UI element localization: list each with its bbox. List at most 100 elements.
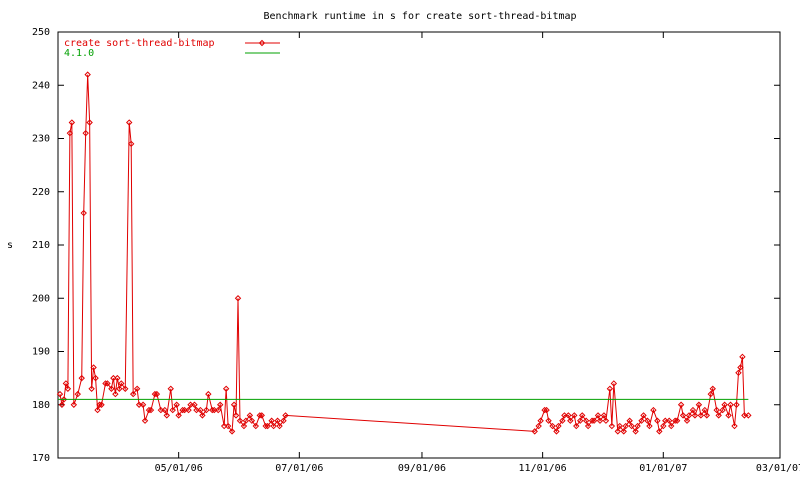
data-point [573,422,580,430]
data-point [697,412,705,419]
data-point [646,422,653,430]
data-point [685,412,693,419]
data-point [104,380,111,387]
data-point [216,401,224,408]
data-point [703,412,711,419]
data-point [62,380,70,387]
data-point [739,353,746,361]
x-tick-label: 07/01/06 [275,463,323,474]
data-point [656,428,663,435]
data-point [169,406,176,414]
data-point [122,385,129,392]
data-point [268,417,275,424]
data-point [199,412,206,419]
data-point [608,422,616,430]
data-point [620,428,627,435]
data-point [535,422,542,430]
data-point [590,417,598,424]
data-point [127,140,135,148]
data-point [709,385,716,392]
data-point [112,390,119,398]
data-point [626,417,633,424]
data-point [230,401,238,408]
data-point [167,385,174,392]
data-point [66,129,74,137]
data-point [151,390,159,398]
data-point [56,390,64,398]
data-point [88,385,95,392]
data-point [610,380,618,387]
data-point [600,412,608,419]
data-point [280,417,287,424]
data-point [145,406,153,414]
data-point [222,385,230,392]
y-tick-label: 220 [32,187,50,198]
data-point [719,406,726,414]
y-tick-label: 200 [32,293,50,304]
data-point [236,417,244,424]
data-point [577,417,584,424]
data-point [179,406,186,414]
data-point [270,422,277,430]
x-tick-label: 09/01/06 [398,463,446,474]
data-point [108,385,115,392]
data-point [191,401,198,408]
data-point [242,417,250,424]
data-point [70,401,78,408]
data-point [64,385,72,392]
data-point [246,412,254,419]
data-point [689,406,697,414]
chart-title: Benchmark runtime in s for create sort-t… [263,11,576,22]
data-point [671,417,679,424]
data-point [660,422,667,430]
data-point [634,422,641,430]
data-point [74,390,81,398]
data-point [185,406,192,414]
data-point [666,417,673,424]
legend-label: 4.1.0 [64,48,94,59]
data-point [654,417,661,424]
data-point [545,417,552,424]
data-point [691,412,699,419]
y-tick-label: 210 [32,240,50,251]
data-point [264,422,271,430]
data-point [60,396,68,403]
data-point [197,406,204,414]
data-point [584,422,592,430]
data-point [78,374,85,382]
data-point [606,385,614,392]
data-point [224,422,232,430]
y-tick-label: 230 [32,134,50,145]
data-point [153,390,161,398]
data-point [559,417,566,424]
data-point [602,417,610,424]
data-point [240,422,248,430]
data-point [695,401,703,408]
data-point [616,422,623,430]
data-point [578,412,586,419]
data-point [555,422,562,430]
data-point [276,422,283,430]
data-point [537,417,544,424]
y-tick-label: 180 [32,400,50,411]
legend-marker [258,39,266,47]
y-tick-label: 240 [32,80,50,91]
data-point [209,406,216,414]
data-point [735,369,742,377]
data-point [141,417,149,424]
data-point [541,406,548,414]
data-point [92,374,99,382]
data-point [701,406,709,414]
data-point [126,119,133,126]
data-point [262,422,269,430]
data-point [715,412,722,419]
data-point [673,417,681,424]
data-point [707,390,714,398]
x-tick-label: 05/01/06 [155,463,203,474]
data-point [667,422,675,430]
y-tick-label: 170 [32,453,50,464]
data-point [531,428,538,435]
data-point [725,412,732,419]
